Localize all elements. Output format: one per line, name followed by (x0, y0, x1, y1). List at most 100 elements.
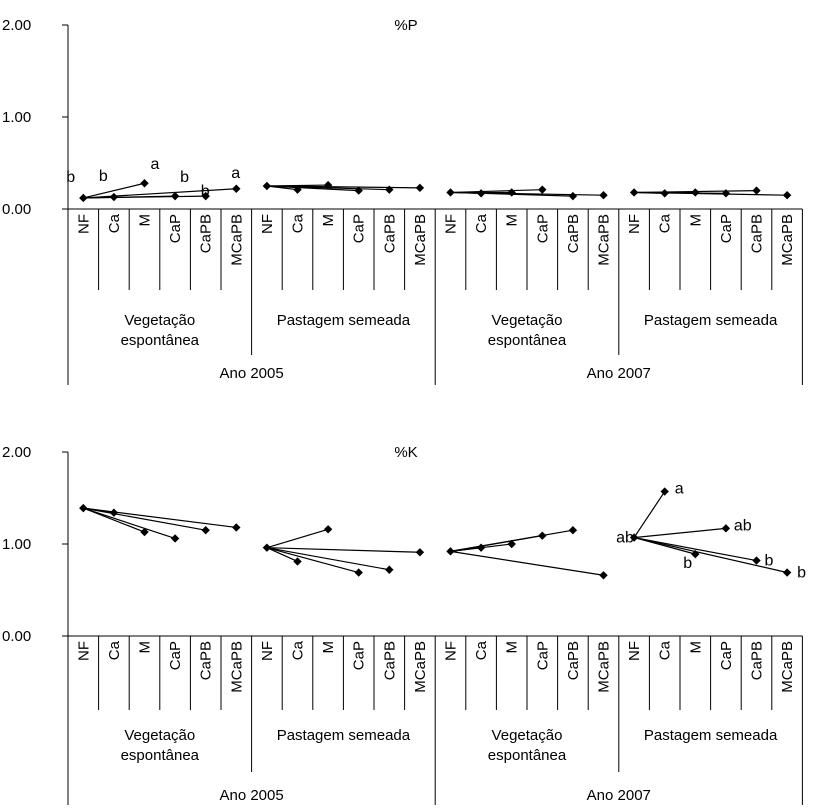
chart-1-category-label: NF (259, 641, 276, 661)
chart-1-data-point (262, 543, 272, 552)
chart-1-data-line (633, 536, 788, 574)
chart-0-category-label: M (320, 214, 337, 227)
chart-0-data-point (415, 183, 425, 193)
chart-0-category-label: CaPB (198, 214, 215, 253)
chart-0-annotation-label: a (151, 156, 160, 173)
chart-1-category-label: MCaPB (596, 641, 613, 693)
chart-0-category-label: MCaPB (412, 214, 429, 266)
chart-0-year-label: Ano 2007 (587, 365, 651, 382)
chart-0-category-label: Ca (473, 213, 490, 233)
chart-1-category-label: M (687, 641, 704, 654)
chart-1-group-label: Vegetação espontânea (121, 727, 200, 764)
chart-0-data-line (450, 189, 543, 194)
chart-1-category-label: CaP (718, 641, 735, 670)
chart-1-data-point (476, 543, 486, 552)
chart-1-data-point (599, 571, 608, 580)
chart-0-group-label: Pastagem semeada (277, 312, 411, 329)
chart-0-category-label: NF (259, 214, 276, 234)
chart-1-category-label: Ca (290, 640, 307, 660)
chart-0-annotation-label: b (99, 168, 108, 185)
chart-0-data-point (629, 188, 639, 197)
chart-1-data-point (446, 547, 455, 556)
chart-1-data-line (450, 550, 604, 576)
chart-0-data-line (634, 191, 788, 196)
chart-1-category-label: NF (443, 641, 460, 661)
chart-0-data-point (170, 191, 180, 201)
chart-0-category-label: CaP (351, 214, 368, 243)
chart-0-data-point (721, 189, 731, 198)
chart-0-title: %P (394, 17, 417, 34)
chart-1-annotation-label: ab (734, 517, 752, 534)
chart-0-category-label: CaPB (565, 214, 582, 253)
chart-1-category-label: CaPB (381, 641, 398, 680)
chart-1-data-point (79, 503, 88, 513)
chart-1-annotation-label: b (683, 555, 692, 572)
chart-1-category-label: CaPB (565, 641, 582, 680)
chart-0-data-point (752, 186, 761, 195)
chart-1-category-label: Ca (657, 640, 674, 660)
chart-0-y-tick-label: 1.00 (2, 109, 31, 126)
chart-1-y-tick-label: 0.00 (2, 628, 31, 645)
chart-1-group-label: Pastagem semeada (644, 727, 778, 744)
chart-0-data-point (538, 185, 547, 194)
chart-0-category-label: CaP (534, 214, 551, 243)
chart-1-data-point (385, 565, 394, 574)
chart-0-y-tick-label: 0.00 (2, 201, 31, 218)
chart-1-data-line (266, 547, 298, 563)
chart-0-category-label: NF (626, 214, 643, 234)
chart-0-category-label: Ca (657, 213, 674, 233)
chart-0-data-point (201, 191, 210, 201)
chart-1-data-point (782, 568, 792, 577)
chart-0-group-label: Vegetação espontânea (488, 312, 567, 349)
chart-0-annotation-label: b (201, 183, 210, 200)
chart-0-data-point (262, 181, 272, 191)
chart-0-category-label: CaPB (381, 214, 398, 253)
chart-0-data-point (599, 191, 608, 200)
chart-0-category-label: NF (75, 214, 92, 234)
chart-1-data-point (140, 527, 149, 537)
chart-0-category-label: MCaPB (779, 214, 796, 266)
chart-0-annotation-label: a (231, 165, 240, 182)
chart-0-group-label: Vegetação espontânea (121, 312, 200, 349)
chart-1-data-point (170, 534, 180, 543)
chart-1-data-point (660, 487, 669, 496)
chart-0-data-point (354, 186, 363, 195)
chart-1-y-tick-label: 1.00 (2, 536, 31, 553)
chart-0-data-point (507, 188, 516, 197)
chart-1-data-point (752, 556, 761, 565)
chart-1-group-label: Pastagem semeada (277, 727, 411, 744)
chart-1-y-tick-label: 2.00 (2, 444, 31, 461)
chart-0-data-point (476, 189, 486, 198)
chart-0-category-label: M (687, 214, 704, 227)
chart-0-data-point (660, 189, 669, 198)
chart-1-category-label: CaP (534, 641, 551, 670)
chart-1-data-point (507, 539, 516, 549)
chart-1-annotation-label: b (797, 565, 806, 582)
chart-1-annotation-label: ab (616, 530, 634, 547)
chart-1-title: %K (394, 444, 417, 461)
chart-1-data-point (201, 526, 210, 535)
chart-0-data-point (323, 180, 333, 190)
chart-0-annotation-label: b (180, 169, 189, 186)
chart-1-data-point (293, 557, 302, 566)
chart-1-data-line (266, 547, 420, 553)
chart-0-category-label: MCaPB (228, 214, 245, 266)
chart-0-data-line (83, 182, 145, 199)
chart-0-year-label: Ano 2005 (219, 365, 283, 382)
chart-1-data-point (354, 568, 363, 577)
chart-1-category-label: M (504, 641, 521, 654)
chart-1-year-label: Ano 2007 (587, 787, 651, 804)
chart-1-category-label: M (137, 641, 154, 654)
chart-1-data-line (633, 536, 757, 562)
chart-0-data-line (83, 188, 237, 199)
chart-0-category-label: Ca (106, 213, 123, 233)
chart-1-data-line (83, 507, 237, 529)
chart-1-data-line (634, 527, 726, 539)
chart-1-annotation-label: a (675, 481, 684, 498)
chart-0-category-label: CaP (167, 214, 184, 243)
chart-0-annotation-label: b (66, 169, 75, 186)
chart-1-data-point (415, 548, 425, 557)
chart-0-data-point (109, 192, 119, 202)
chart-1-data-line (633, 491, 666, 538)
